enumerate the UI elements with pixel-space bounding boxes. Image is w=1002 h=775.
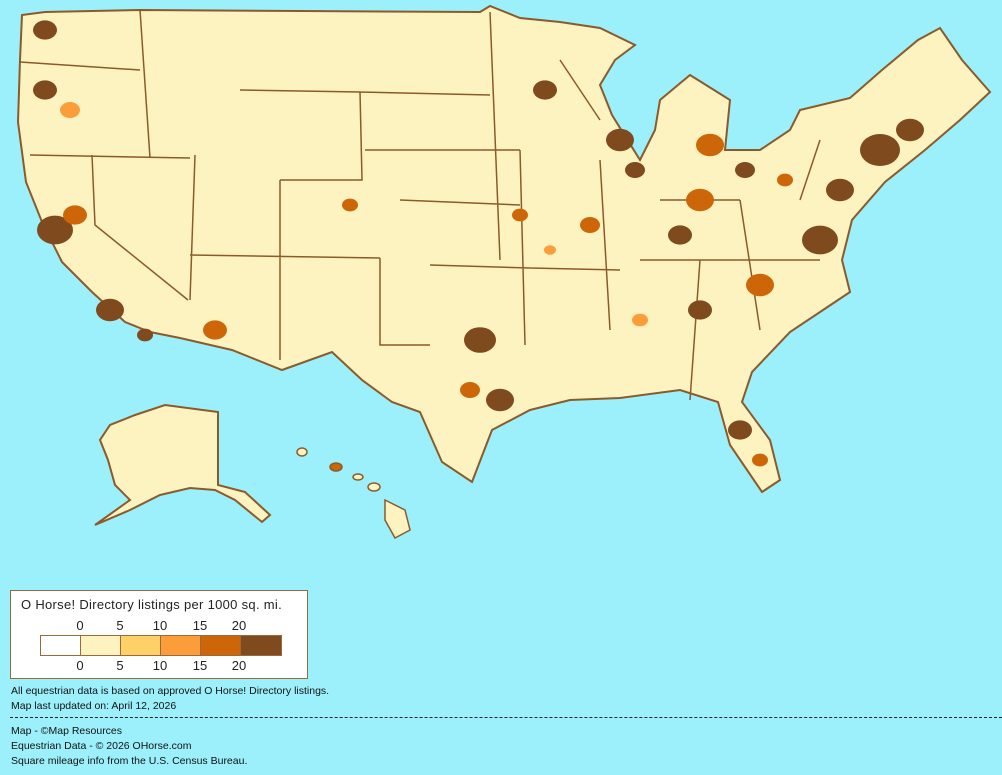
county-hotspot	[533, 80, 557, 100]
tick: 15	[192, 618, 208, 633]
tick: 0	[76, 658, 84, 673]
county-hotspot	[37, 215, 73, 245]
county-hotspot	[688, 300, 712, 320]
county-hotspot	[203, 320, 227, 340]
county-hotspot	[460, 382, 480, 398]
data-basis-note: All equestrian data is based on approved…	[11, 685, 330, 697]
legend: O Horse! Directory listings per 1000 sq.…	[10, 590, 308, 679]
county-hotspot	[746, 273, 774, 297]
county-hotspot	[728, 420, 752, 440]
county-hotspot	[632, 313, 648, 327]
county-hotspots	[33, 20, 924, 467]
county-hotspot	[826, 178, 854, 202]
divider	[10, 717, 1002, 718]
county-hotspot	[696, 133, 724, 157]
swatch-0	[41, 636, 81, 655]
tick: 5	[116, 658, 124, 673]
county-hotspot	[668, 225, 692, 245]
county-hotspot	[860, 134, 900, 166]
county-hotspot	[625, 162, 645, 178]
swatch-2	[121, 636, 161, 655]
legend-color-scale	[40, 635, 282, 656]
census-credit: Square mileage info from the U.S. Census…	[11, 755, 248, 767]
tick: 10	[152, 618, 168, 633]
tick: 10	[152, 658, 168, 673]
map-credit: Map - ©Map Resources	[11, 725, 123, 737]
hawaii	[296, 447, 411, 540]
tick: 20	[231, 618, 247, 633]
data-credit: Equestrian Data - © 2026 OHorse.com	[11, 740, 192, 752]
us-choropleth-map	[16, 4, 992, 540]
county-hotspot	[96, 298, 124, 322]
county-hotspot	[580, 217, 600, 233]
county-hotspot	[137, 328, 153, 342]
tick: 5	[116, 618, 124, 633]
contiguous-us	[16, 4, 992, 494]
county-hotspot	[342, 198, 358, 212]
last-updated-note: Map last updated on: April 12, 2026	[11, 700, 177, 712]
county-hotspot	[896, 118, 924, 142]
county-hotspot	[464, 327, 496, 353]
county-hotspot	[486, 388, 514, 412]
county-hotspot	[33, 80, 57, 100]
legend-title: O Horse! Directory listings per 1000 sq.…	[21, 597, 283, 612]
state-borders	[19, 9, 821, 401]
county-hotspot	[63, 205, 87, 225]
county-hotspot	[777, 173, 793, 187]
county-hotspot	[606, 128, 634, 152]
swatch-4	[201, 636, 241, 655]
alaska	[94, 403, 272, 526]
county-hotspot	[512, 208, 528, 222]
swatch-5	[241, 636, 281, 655]
county-hotspot	[752, 453, 768, 467]
tick: 20	[231, 658, 247, 673]
tick: 0	[76, 618, 84, 633]
county-hotspot	[544, 245, 556, 255]
tick: 15	[192, 658, 208, 673]
county-hotspot	[60, 102, 80, 118]
county-hotspot	[802, 225, 838, 255]
swatch-1	[81, 636, 121, 655]
county-hotspot	[33, 20, 57, 40]
county-hotspot	[735, 162, 755, 178]
swatch-3	[161, 636, 201, 655]
county-hotspot	[686, 188, 714, 212]
